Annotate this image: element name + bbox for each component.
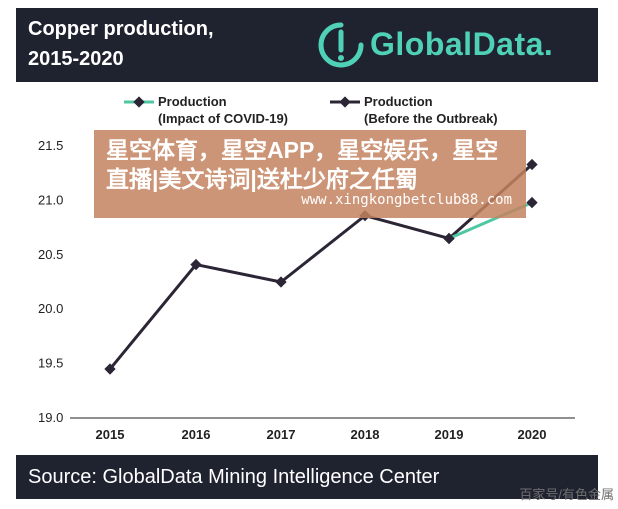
y-tick-label: 19.5 xyxy=(38,356,63,371)
y-tick-label: 19.0 xyxy=(38,410,63,425)
y-tick-label: 20.0 xyxy=(38,301,63,316)
legend-marker xyxy=(133,96,145,108)
chart-footer: Source: GlobalData Mining Intelligence C… xyxy=(16,455,598,499)
x-tick-label: 2017 xyxy=(267,427,296,442)
series-line xyxy=(108,163,533,370)
x-axis-tick-labels: 2015 2016 2017 2018 2019 2020 xyxy=(96,427,547,442)
x-tick-label: 2019 xyxy=(435,427,464,442)
y-tick-label: 21.0 xyxy=(38,192,63,207)
x-tick-label: 2016 xyxy=(182,427,211,442)
legend-label-line-2: (Impact of COVID-19) xyxy=(158,111,288,126)
x-tick-label: 2018 xyxy=(351,427,380,442)
legend-label-line-2: (Before the Outbreak) xyxy=(364,111,498,126)
data-point-marker xyxy=(190,258,202,271)
line-chart: Production(Impact of COVID-19)Production… xyxy=(38,94,575,442)
overlay-text: 星空体育，星空APP，星空娱乐，星空直播|美文诗词|送杜少府之任蜀 xyxy=(106,137,499,192)
watermark-overlay: 星空体育，星空APP，星空娱乐，星空直播|美文诗词|送杜少府之任蜀 www.xi… xyxy=(94,130,526,218)
globaldata-logo-icon xyxy=(318,22,364,68)
y-tick-label: 21.5 xyxy=(38,138,63,153)
chart-title-line-1: Copper production, xyxy=(28,18,214,40)
corner-watermark: 百家号/有色金属 xyxy=(519,487,614,502)
data-point-marker xyxy=(526,196,538,209)
legend-marker xyxy=(339,96,351,108)
legend-label-line-1: Production xyxy=(158,94,227,109)
source-note: Source: GlobalData Mining Intelligence C… xyxy=(28,466,440,488)
legend-label-line-1: Production xyxy=(364,94,433,109)
chart-header: Copper production, 2015-2020 GlobalData. xyxy=(16,8,598,82)
y-tick-label: 20.5 xyxy=(38,247,63,262)
data-point-marker xyxy=(275,276,287,288)
globaldata-logo: GlobalData. xyxy=(316,20,588,70)
globaldata-logo-text: GlobalData. xyxy=(370,26,554,62)
legend-item: Production (Before the Outbreak) xyxy=(330,94,498,126)
y-axis-tick-labels: 19.0 19.5 20.0 20.5 21.0 21.5 xyxy=(38,138,63,425)
data-point-marker xyxy=(443,232,455,245)
x-tick-label: 2015 xyxy=(96,427,125,442)
x-tick-label: 2020 xyxy=(518,427,547,442)
chart-title: Copper production, 2015-2020 xyxy=(28,14,214,74)
overlay-url: www.xingkongbetclub88.com xyxy=(301,192,512,208)
chart-legend: Production(Impact of COVID-19)Production… xyxy=(124,94,498,126)
data-point-marker xyxy=(526,158,538,171)
legend-item: Production (Impact of COVID-19) xyxy=(124,94,288,126)
chart-title-line-2: 2015-2020 xyxy=(28,48,124,70)
